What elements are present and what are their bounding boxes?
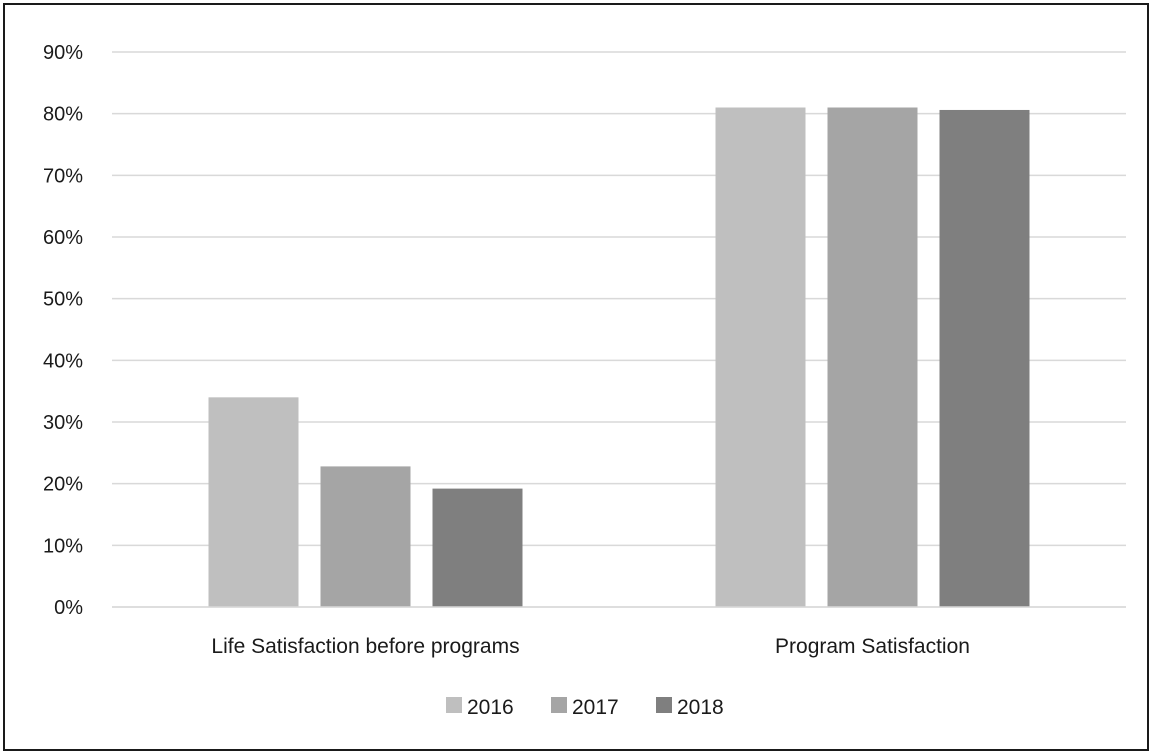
y-tick-label: 0% — [54, 597, 83, 619]
y-tick-label: 60% — [43, 227, 83, 249]
legend-swatch-2016 — [446, 697, 462, 713]
y-tick-label: 70% — [43, 165, 83, 187]
legend-label-2017: 2017 — [572, 696, 619, 719]
bar-2016 — [715, 107, 806, 607]
category-label: Life Satisfaction before programs — [211, 635, 519, 658]
legend-label-2018: 2018 — [677, 696, 724, 719]
legend: 2016 2017 2018 — [446, 696, 724, 719]
y-tick-label: 90% — [43, 42, 83, 64]
y-tick-label: 50% — [43, 289, 83, 311]
legend-label-2016: 2016 — [467, 696, 514, 719]
bar-2018 — [432, 488, 523, 607]
legend-swatch-2017 — [551, 697, 567, 713]
y-axis: 0% 10% 20% 30% 40% 50% 60% 70% 80% 90% — [43, 42, 83, 619]
x-axis: Life Satisfaction before programs Program… — [112, 606, 1126, 658]
y-tick-label: 80% — [43, 104, 83, 126]
legend-swatch-2018 — [656, 697, 672, 713]
y-tick-label: 20% — [43, 474, 83, 496]
bar-2017 — [827, 107, 918, 607]
bar-2017 — [320, 466, 411, 607]
bars — [208, 107, 1030, 607]
bar-2016 — [208, 397, 299, 607]
category-label: Program Satisfaction — [775, 635, 970, 658]
y-tick-label: 30% — [43, 412, 83, 434]
bar-2018 — [939, 109, 1030, 607]
y-tick-label: 10% — [43, 535, 83, 557]
y-tick-label: 40% — [43, 350, 83, 372]
